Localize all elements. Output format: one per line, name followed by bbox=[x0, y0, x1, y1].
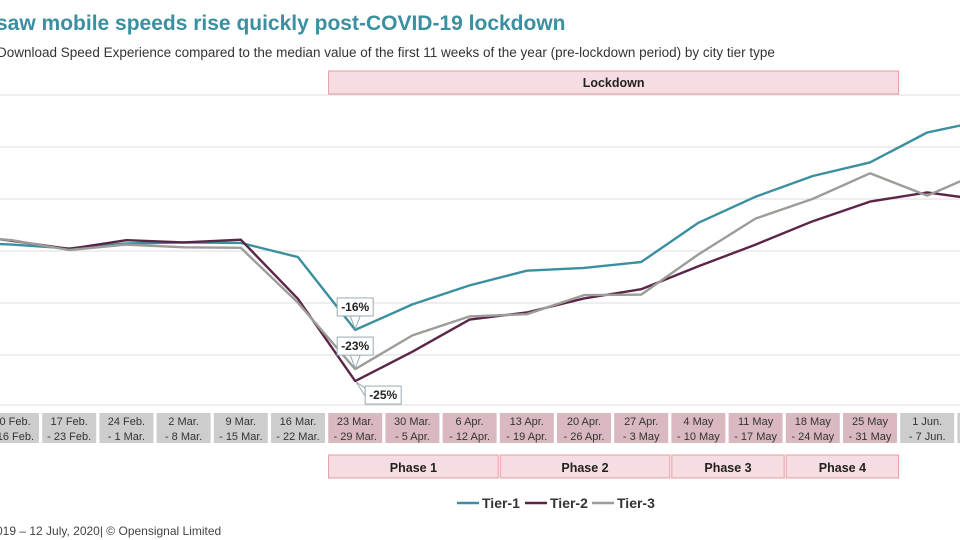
callout-box bbox=[364, 385, 402, 405]
tick-label: 18 May bbox=[795, 416, 832, 428]
tick-label: - 29 Mar. bbox=[333, 431, 376, 443]
tick-bg bbox=[957, 413, 960, 443]
tick-bg bbox=[843, 413, 897, 443]
lockdown-band: Lockdown bbox=[328, 70, 900, 95]
callout-pointer bbox=[355, 381, 366, 398]
tick-bg bbox=[328, 413, 383, 443]
tick-bg bbox=[385, 413, 440, 443]
phase-label: Phase 3 bbox=[704, 461, 751, 475]
tick-label: - 31 May bbox=[849, 431, 892, 443]
phase-label: Phase 4 bbox=[819, 461, 866, 475]
tick-bg bbox=[499, 413, 554, 443]
tick-label: 6 Apr. bbox=[456, 416, 484, 428]
tick-bg bbox=[156, 413, 211, 443]
tick-label: - 1 Mar. bbox=[108, 431, 145, 443]
legend: Tier-1 Tier-2 Tier-3 bbox=[457, 495, 655, 511]
tick-label: 1 Jun. bbox=[912, 416, 942, 428]
tick-label: 30 Mar. bbox=[394, 416, 431, 428]
tick-label: 10 Feb. bbox=[0, 416, 31, 428]
tick-label: 2 Mar. bbox=[168, 416, 199, 428]
callout-label: -23% bbox=[341, 339, 369, 353]
callout-label: -25% bbox=[369, 388, 397, 402]
callout-box bbox=[336, 336, 374, 356]
tick-label: - 26 Apr. bbox=[564, 431, 605, 443]
series-line-tier-3 bbox=[0, 172, 960, 371]
legend-label-tier-3: Tier-3 bbox=[617, 495, 655, 511]
lockdown-label: Lockdown bbox=[583, 76, 645, 90]
tick-label: - 24 May bbox=[791, 431, 834, 443]
tick-bg bbox=[271, 413, 325, 443]
tick-label: 23 Mar. bbox=[337, 416, 374, 428]
tick-label: - 15 Mar. bbox=[219, 431, 262, 443]
tick-label: 4 May bbox=[683, 416, 713, 428]
tick-label: - 12 Apr. bbox=[449, 431, 490, 443]
phase-box bbox=[671, 454, 785, 479]
legend-label-tier-1: Tier-1 bbox=[482, 495, 520, 511]
tick-label: 17 Feb. bbox=[51, 416, 88, 428]
tick-label: - 5 Apr. bbox=[395, 431, 430, 443]
tick-label: - 7 Jun. bbox=[909, 431, 946, 443]
tick-label: - 19 Apr. bbox=[506, 431, 547, 443]
tick-bg bbox=[0, 413, 39, 443]
tick-label: 24 Feb. bbox=[108, 416, 145, 428]
callout-box bbox=[336, 297, 374, 317]
tick-label: - 10 May bbox=[677, 431, 720, 443]
tick-label: - 17 May bbox=[734, 431, 777, 443]
lockdown-header bbox=[328, 70, 900, 95]
chart-subtitle: Download Speed Experience compared to th… bbox=[0, 45, 775, 60]
tick-bg bbox=[442, 413, 497, 443]
tick-label: 13 Apr. bbox=[510, 416, 544, 428]
tick-label: 16 Mar. bbox=[280, 416, 317, 428]
chart-title: saw mobile speeds rise quickly post-COVI… bbox=[0, 12, 566, 35]
x-axis-ticks: 10 Feb. - 16 Feb. 17 Feb. - 23 Feb. 24 Feb. -… bbox=[0, 413, 960, 443]
tick-label: 20 Apr. bbox=[567, 416, 601, 428]
callout-label: -16% bbox=[341, 300, 369, 314]
series-lines bbox=[0, 124, 960, 383]
tick-bg bbox=[728, 413, 783, 443]
phase-label: Phase 2 bbox=[561, 461, 608, 475]
callouts: -16% -23% -25% bbox=[336, 297, 402, 405]
tick-bg bbox=[900, 413, 955, 443]
tick-label: - 23 Feb. bbox=[47, 431, 91, 443]
tick-bg bbox=[213, 413, 268, 443]
phase-box bbox=[499, 454, 671, 479]
tick-label: 27 Apr. bbox=[624, 416, 658, 428]
tick-label: - 16 Feb. bbox=[0, 431, 34, 443]
tick-bg bbox=[99, 413, 154, 443]
tick-label: 11 May bbox=[738, 416, 774, 428]
tick-bg bbox=[785, 413, 840, 443]
series-line-tier-2 bbox=[0, 191, 960, 383]
tick-label: 25 May bbox=[852, 416, 889, 428]
tick-bg bbox=[614, 413, 669, 443]
phase-bar: Phase 1 Phase 2 Phase 3 Phase 4 bbox=[328, 454, 900, 479]
phase-box bbox=[785, 454, 900, 479]
phase-label: Phase 1 bbox=[390, 461, 437, 475]
phase-box bbox=[328, 454, 499, 479]
source-footer: 019 – 12 July, 2020| © Opensignal Limite… bbox=[0, 524, 222, 538]
series-line-tier-1 bbox=[0, 124, 960, 332]
tick-bg bbox=[671, 413, 726, 443]
tick-bg bbox=[42, 413, 97, 443]
legend-label-tier-2: Tier-2 bbox=[550, 495, 588, 511]
tick-label: 9 Mar. bbox=[226, 416, 257, 428]
gridlines bbox=[0, 94, 960, 406]
tick-label: - 22 Mar. bbox=[276, 431, 319, 443]
tick-label: - 3 May bbox=[623, 431, 660, 443]
tick-label: - 8 Mar. bbox=[165, 431, 202, 443]
tick-bg bbox=[557, 413, 611, 443]
